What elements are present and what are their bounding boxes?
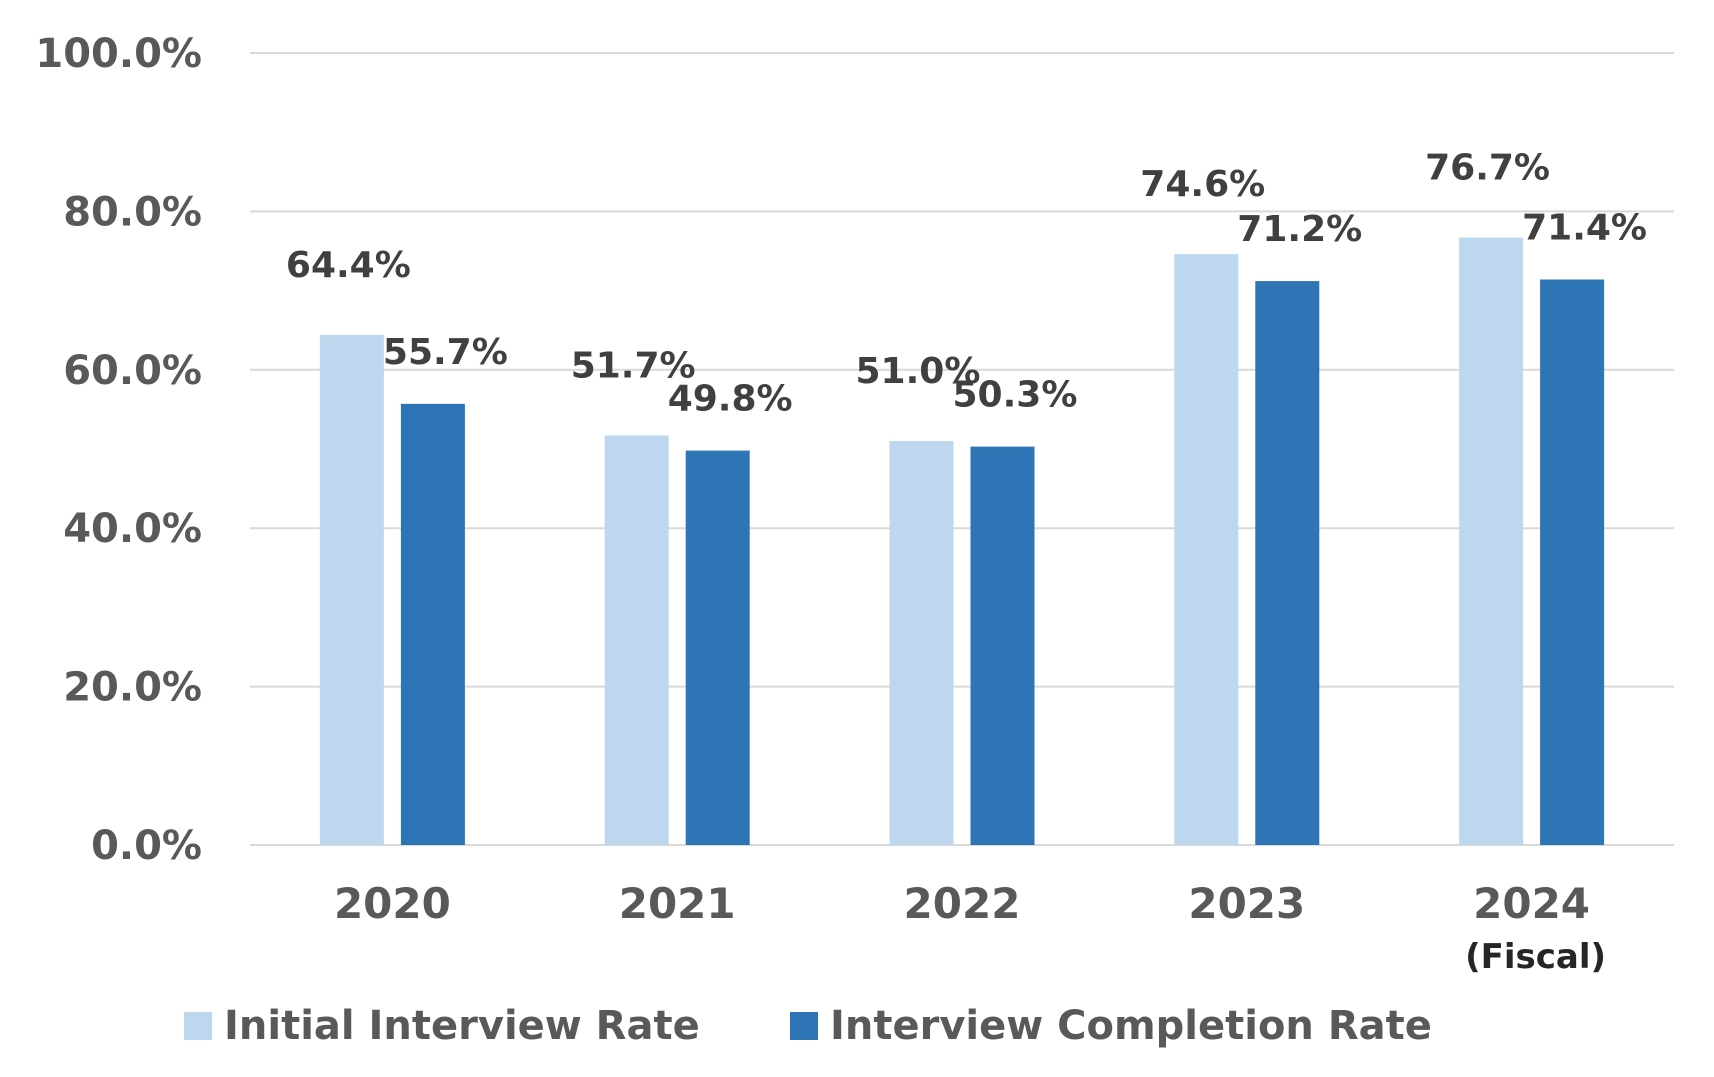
bar-interview-completion-rate-2024 [1540,279,1605,846]
bar-interview-completion-rate-2021 [685,450,750,845]
legend-label-initial-interview-rate: Initial Interview Rate [224,1003,700,1049]
x-axis-unit-label: (Fiscal) [1465,937,1606,977]
y-tick-label: 20.0% [63,665,202,711]
y-tick-label: 0.0% [91,823,202,869]
data-label: 71.4% [1522,208,1647,249]
data-label: 51.0% [856,351,981,392]
y-tick-label: 60.0% [63,348,202,394]
bars [319,237,1605,846]
data-labels: 64.4% 55.7% 51.7%49.8% 51.0%50.3% 74.6%71.2%… [286,148,1647,420]
x-tick-label-2020: 2020 [334,879,451,928]
bar-initial-interview-rate-2021 [604,435,669,845]
data-label: 74.6% [1140,164,1265,205]
bar-initial-interview-rate-2023 [1174,254,1239,846]
x-tick-label-2023: 2023 [1188,879,1305,928]
data-label: 64.4% [286,245,411,286]
y-tick-label: 80.0% [63,189,202,235]
x-tick-label-2022: 2022 [904,879,1021,928]
gridlines [250,52,1674,846]
bar-interview-completion-rate-2023 [1255,281,1320,845]
y-tick-label: 100.0% [35,31,202,77]
data-label: 76.7% [1425,148,1550,189]
data-label: 51.7% [571,346,696,387]
bar-initial-interview-rate-2020 [319,334,384,845]
y-tick-label: 40.0% [63,506,202,552]
data-label: 49.8% [668,379,793,420]
legend: Initial Interview Rate Interview Completi… [184,1003,1432,1049]
data-label: 55.7% [383,332,508,373]
x-tick-label-2024: 2024 [1473,879,1590,928]
legend-swatch-interview-completion-rate [790,1012,818,1040]
x-axis-tick-labels: 2020 2021 2022 2023 2024 (Fiscal) [334,879,1606,977]
data-label: 71.2% [1237,209,1362,250]
bar-initial-interview-rate-2022 [889,441,954,845]
bar-initial-interview-rate-2024 [1459,237,1524,845]
bar-interview-completion-rate-2022 [970,446,1035,845]
bar-interview-completion-rate-2020 [400,403,465,845]
data-label: 50.3% [953,375,1078,416]
x-tick-label-2021: 2021 [619,879,736,928]
legend-label-interview-completion-rate: Interview Completion Rate [830,1003,1432,1049]
legend-swatch-initial-interview-rate [184,1012,212,1040]
y-axis-tick-labels: 0.0% 20.0% 40.0% 60.0% 80.0% 100.0% [35,31,202,869]
